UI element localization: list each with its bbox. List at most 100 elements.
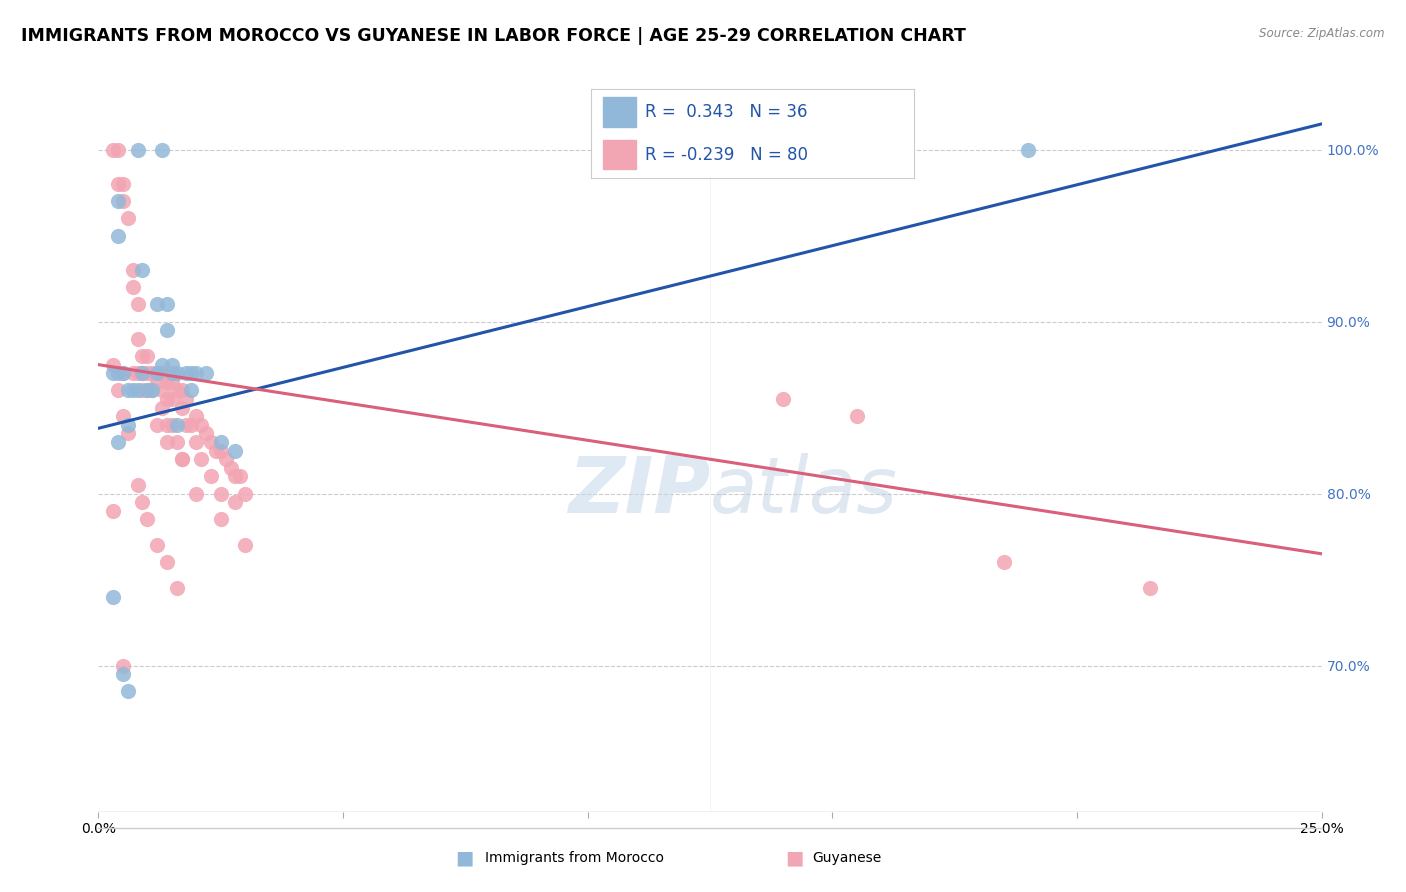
Point: [190, 452, 212, 467]
Bar: [603, 140, 636, 169]
Point: [111, 177, 134, 191]
Point: [146, 366, 169, 380]
Point: [136, 512, 159, 526]
Point: [131, 349, 153, 363]
Point: [121, 384, 143, 398]
Point: [121, 263, 143, 277]
Point: [160, 375, 183, 389]
Point: [111, 409, 134, 424]
Point: [131, 495, 153, 509]
Point: [131, 384, 153, 398]
Point: [170, 401, 193, 415]
Point: [127, 366, 149, 380]
Point: [117, 426, 139, 441]
Point: [180, 384, 202, 398]
Point: [131, 366, 153, 380]
Point: [101, 590, 124, 604]
Point: [146, 366, 169, 380]
Point: [127, 384, 149, 398]
Point: [107, 366, 129, 380]
Text: Guyanese: Guyanese: [813, 851, 882, 865]
Point: [205, 443, 228, 458]
Point: [214, 452, 236, 467]
Point: [195, 426, 218, 441]
Text: Immigrants from Morocco: Immigrants from Morocco: [485, 851, 664, 865]
Text: Source: ZipAtlas.com: Source: ZipAtlas.com: [1260, 27, 1385, 40]
Point: [131, 366, 153, 380]
Point: [150, 384, 173, 398]
Point: [166, 581, 188, 595]
Point: [186, 435, 208, 450]
Point: [150, 358, 173, 372]
Point: [117, 384, 139, 398]
Point: [190, 417, 212, 432]
Point: [170, 384, 193, 398]
Point: [101, 366, 124, 380]
Point: [141, 366, 163, 380]
Point: [176, 366, 198, 380]
Point: [107, 228, 129, 243]
Point: [117, 417, 139, 432]
Point: [166, 435, 188, 450]
Point: [107, 143, 129, 157]
Point: [107, 194, 129, 209]
Point: [136, 384, 159, 398]
Point: [141, 384, 163, 398]
Point: [131, 366, 153, 380]
Point: [166, 366, 188, 380]
Point: [176, 392, 198, 406]
Point: [101, 143, 124, 157]
Point: [150, 401, 173, 415]
Point: [166, 417, 188, 432]
Point: [121, 366, 143, 380]
Point: [219, 460, 242, 475]
Point: [209, 512, 232, 526]
Point: [1139, 581, 1161, 595]
Text: atlas: atlas: [710, 452, 898, 529]
Point: [200, 435, 222, 450]
Text: IMMIGRANTS FROM MOROCCO VS GUYANESE IN LABOR FORCE | AGE 25-29 CORRELATION CHART: IMMIGRANTS FROM MOROCCO VS GUYANESE IN L…: [21, 27, 966, 45]
Point: [107, 435, 129, 450]
Point: [160, 417, 183, 432]
Point: [111, 366, 134, 380]
Point: [136, 349, 159, 363]
Point: [233, 486, 256, 500]
Point: [111, 366, 134, 380]
Point: [233, 538, 256, 552]
Point: [176, 417, 198, 432]
Point: [209, 443, 232, 458]
Point: [101, 504, 124, 518]
Point: [127, 332, 149, 346]
Point: [111, 658, 134, 673]
Point: [209, 486, 232, 500]
Point: [107, 384, 129, 398]
Point: [160, 392, 183, 406]
Point: [101, 358, 124, 372]
Point: [136, 366, 159, 380]
Point: [180, 417, 202, 432]
Point: [993, 555, 1015, 569]
Point: [156, 392, 179, 406]
Bar: [603, 97, 636, 127]
Point: [150, 366, 173, 380]
Point: [111, 667, 134, 681]
Point: [156, 297, 179, 311]
Point: [186, 366, 208, 380]
Point: [224, 469, 246, 483]
Point: [156, 555, 179, 569]
Text: R = -0.239   N = 80: R = -0.239 N = 80: [645, 145, 808, 164]
Point: [146, 297, 169, 311]
Point: [150, 143, 173, 157]
Point: [166, 384, 188, 398]
Point: [156, 375, 179, 389]
Text: ZIP: ZIP: [568, 452, 710, 529]
Point: [127, 478, 149, 492]
Text: ■: ■: [785, 848, 804, 868]
Point: [156, 323, 179, 337]
Point: [772, 392, 794, 406]
Point: [127, 143, 149, 157]
Point: [186, 486, 208, 500]
Point: [209, 435, 232, 450]
Point: [224, 495, 246, 509]
Point: [160, 358, 183, 372]
